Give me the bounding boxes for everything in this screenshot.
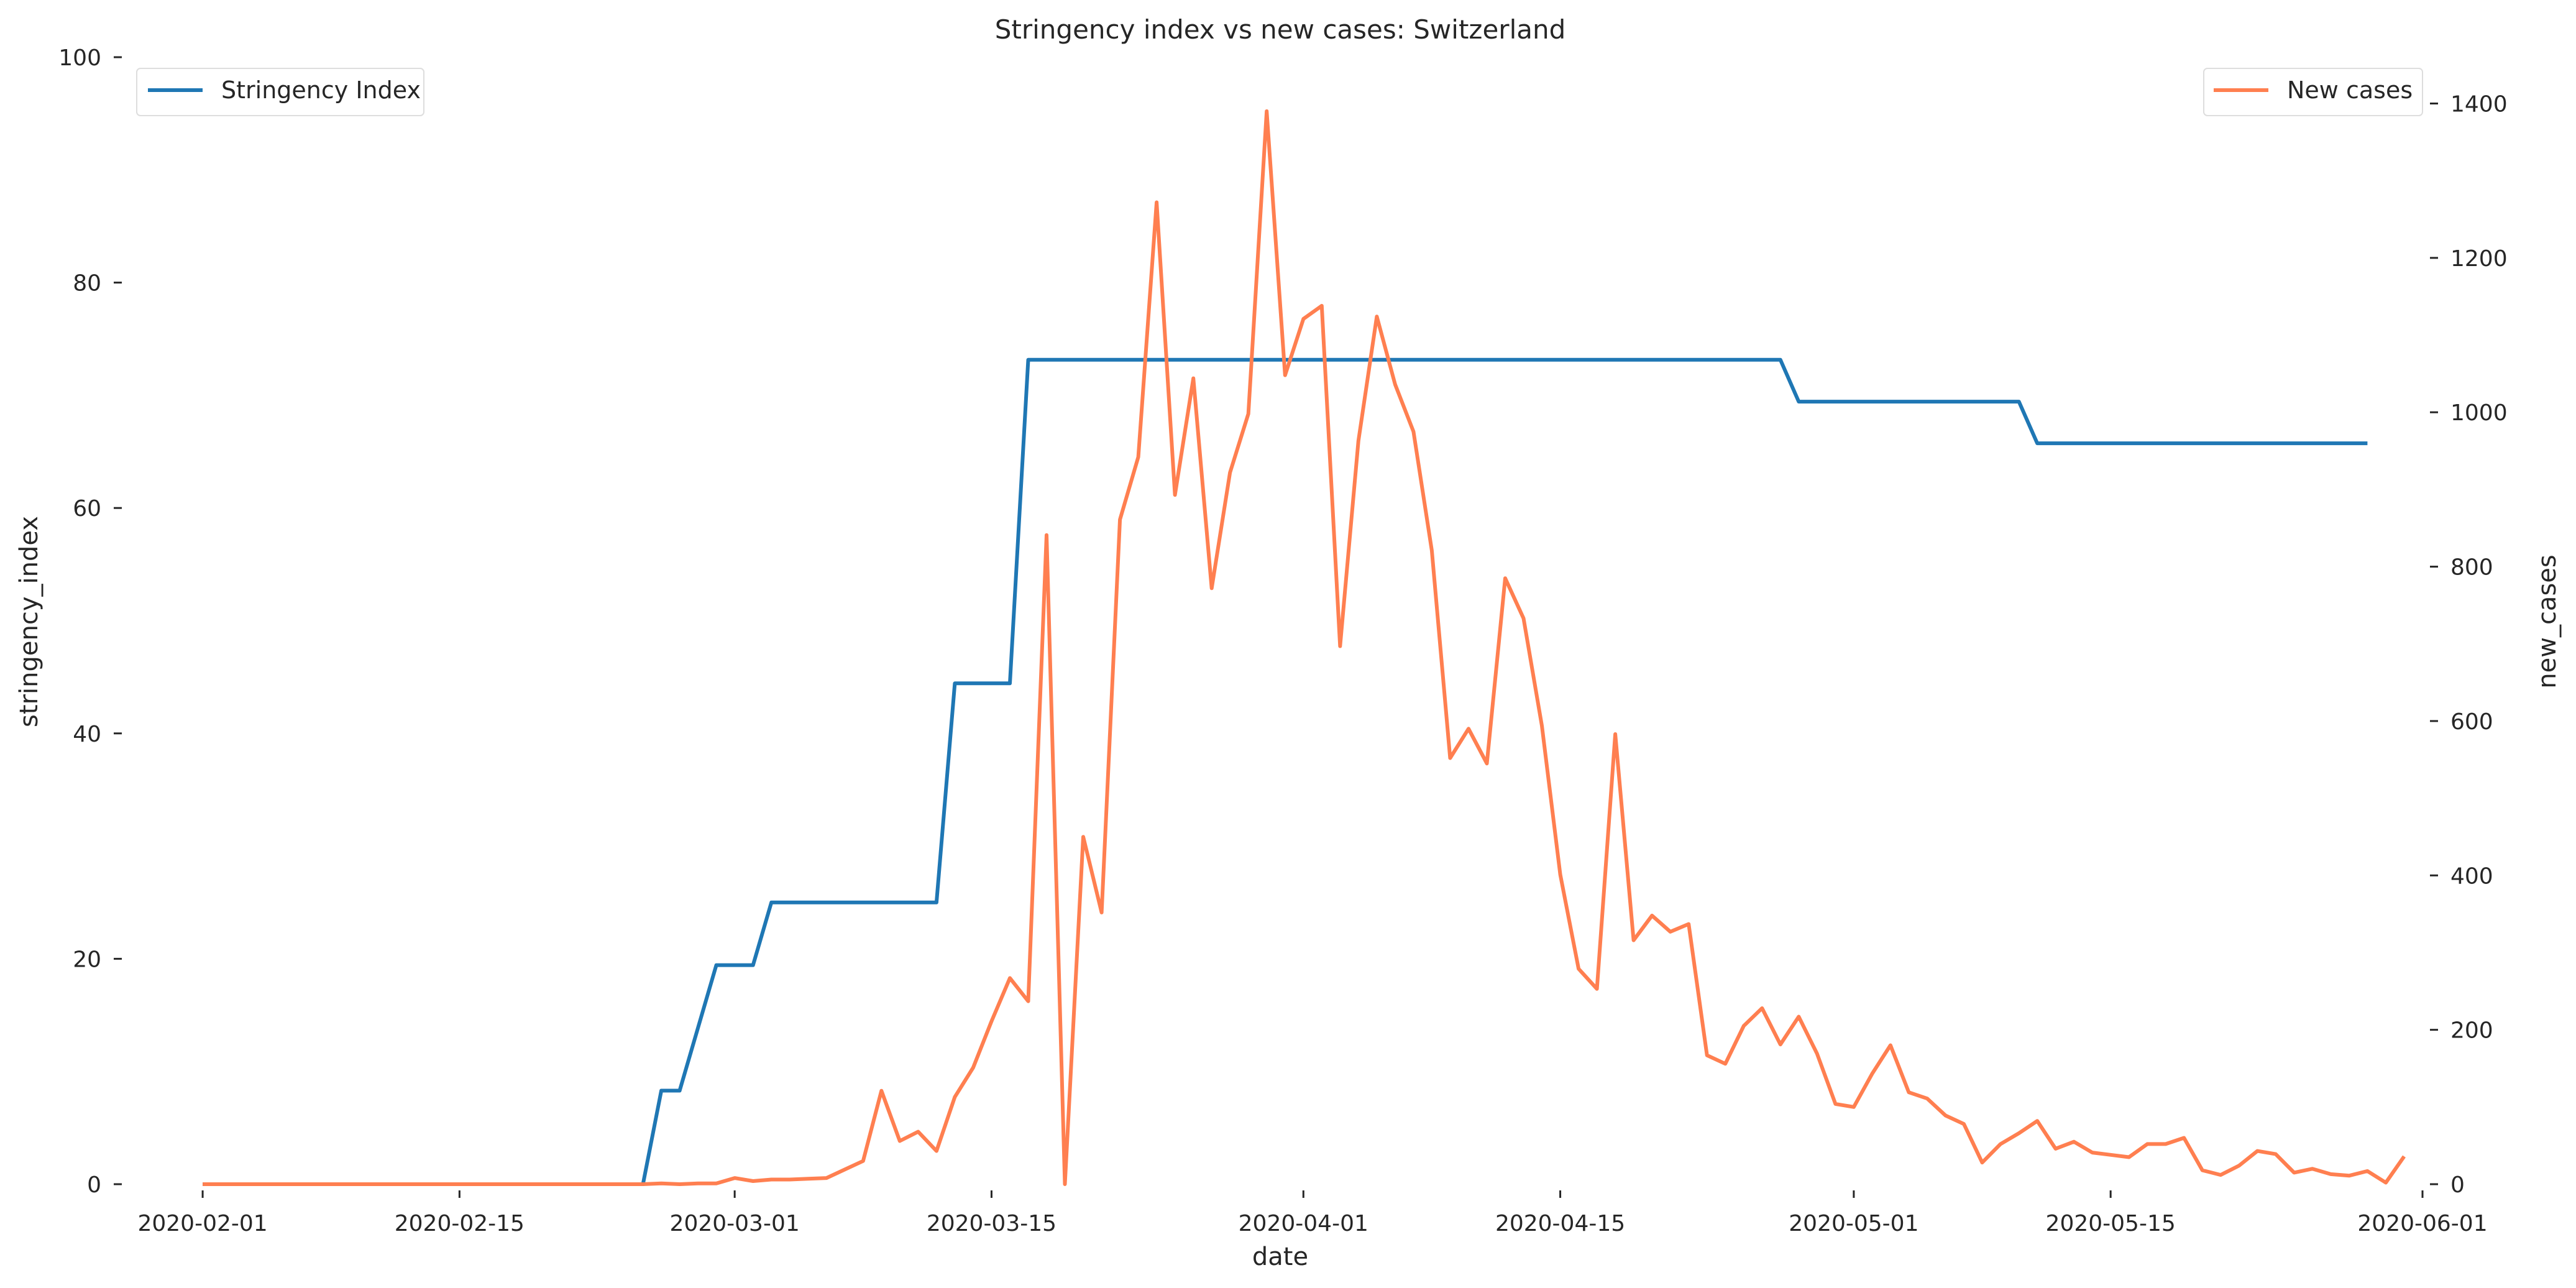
plot-area <box>203 109 2406 1186</box>
y-left-tick-label: 20 <box>73 947 101 972</box>
y-left-tick-label: 0 <box>87 1172 101 1198</box>
y-left-tick-label: 80 <box>73 271 101 297</box>
x-tick-label: 2020-03-01 <box>670 1211 800 1236</box>
legend-stringency: Stringency Index <box>136 68 424 116</box>
x-tick-label: 2020-02-01 <box>137 1211 267 1236</box>
x-tick-label: 2020-04-01 <box>1239 1211 1368 1236</box>
y-left-tick-label: 40 <box>73 722 101 747</box>
x-axis: 2020-02-01 2020-02-15 2020-03-01 2020-03-15… <box>137 1190 2488 1236</box>
x-tick-label: 2020-04-15 <box>1495 1211 1625 1236</box>
y-left-tick-label: 100 <box>58 45 101 71</box>
y-right-tick-label: 1200 <box>2450 246 2508 272</box>
chart-title: Stringency index vs new cases: Switzerla… <box>995 14 1566 45</box>
y-right-tick-label: 400 <box>2450 863 2493 889</box>
y-right-tick-label: 200 <box>2450 1018 2493 1044</box>
x-tick-label: 2020-05-15 <box>2046 1211 2176 1236</box>
y-right-tick-label: 800 <box>2450 555 2493 581</box>
series-line-stringency-index <box>203 357 2368 1186</box>
y-axis-left-label: stringency_index <box>15 516 44 727</box>
legend-new-cases-label: New cases <box>2287 76 2413 104</box>
y-right-tick-label: 600 <box>2450 709 2493 735</box>
y-axis-right-label: new_cases <box>2533 554 2562 688</box>
y-right-tick-label: 1000 <box>2450 400 2508 426</box>
x-tick-label: 2020-05-01 <box>1789 1211 1918 1236</box>
y-right-tick-label: 0 <box>2450 1172 2465 1198</box>
x-tick-label: 2020-06-01 <box>2357 1211 2487 1236</box>
y-axis-right: 0 200 400 600 800 1000 1200 1400 <box>2430 92 2508 1198</box>
legend-new-cases-box <box>2203 68 2423 116</box>
x-tick-label: 2020-02-15 <box>395 1211 525 1236</box>
legend-stringency-box <box>136 68 424 116</box>
y-axis-left: 0 20 40 60 80 100 <box>58 45 122 1198</box>
x-tick-label: 2020-03-15 <box>927 1211 1057 1236</box>
series-line-new-cases <box>203 109 2406 1186</box>
x-axis-label: date <box>1252 1243 1308 1271</box>
y-right-tick-label: 1400 <box>2450 92 2508 117</box>
y-left-tick-label: 60 <box>73 496 101 522</box>
legend-new-cases: New cases <box>2203 68 2423 116</box>
legend-stringency-label: Stringency Index <box>221 76 421 104</box>
